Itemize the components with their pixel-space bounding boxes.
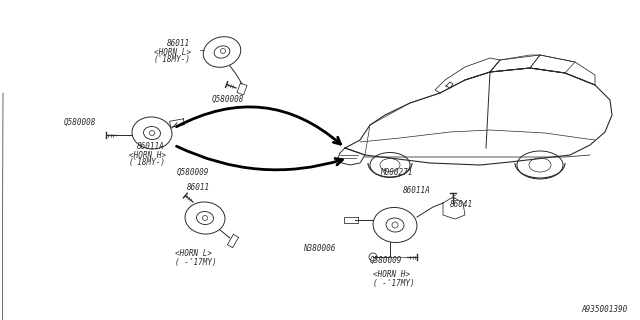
- Text: <HORN H>: <HORN H>: [129, 151, 166, 160]
- Text: <HORN H>: <HORN H>: [373, 270, 410, 279]
- Circle shape: [392, 222, 398, 228]
- Text: ( -'17MY): ( -'17MY): [175, 258, 216, 267]
- Text: 86011A: 86011A: [403, 186, 431, 195]
- Text: ('18MY-): ('18MY-): [154, 55, 191, 64]
- Text: Q580009: Q580009: [177, 168, 209, 177]
- Text: M000271: M000271: [380, 168, 412, 177]
- Text: Q580008: Q580008: [212, 95, 244, 104]
- Text: ('18MY-): ('18MY-): [129, 158, 166, 167]
- Text: N380006: N380006: [303, 244, 335, 253]
- Text: Q580008: Q580008: [64, 118, 97, 127]
- Text: 86011A: 86011A: [137, 142, 164, 151]
- Circle shape: [221, 49, 225, 53]
- Circle shape: [202, 215, 207, 220]
- Text: A935001390: A935001390: [582, 305, 628, 314]
- Text: 86011: 86011: [187, 183, 210, 192]
- Text: Q580009: Q580009: [370, 256, 403, 265]
- Text: <HORN L>: <HORN L>: [175, 249, 212, 258]
- Text: 86041: 86041: [450, 200, 473, 209]
- Text: <HORN L>: <HORN L>: [154, 48, 191, 57]
- Text: 86011: 86011: [167, 39, 190, 48]
- Circle shape: [150, 131, 154, 135]
- Text: ( -'17MY): ( -'17MY): [373, 279, 415, 288]
